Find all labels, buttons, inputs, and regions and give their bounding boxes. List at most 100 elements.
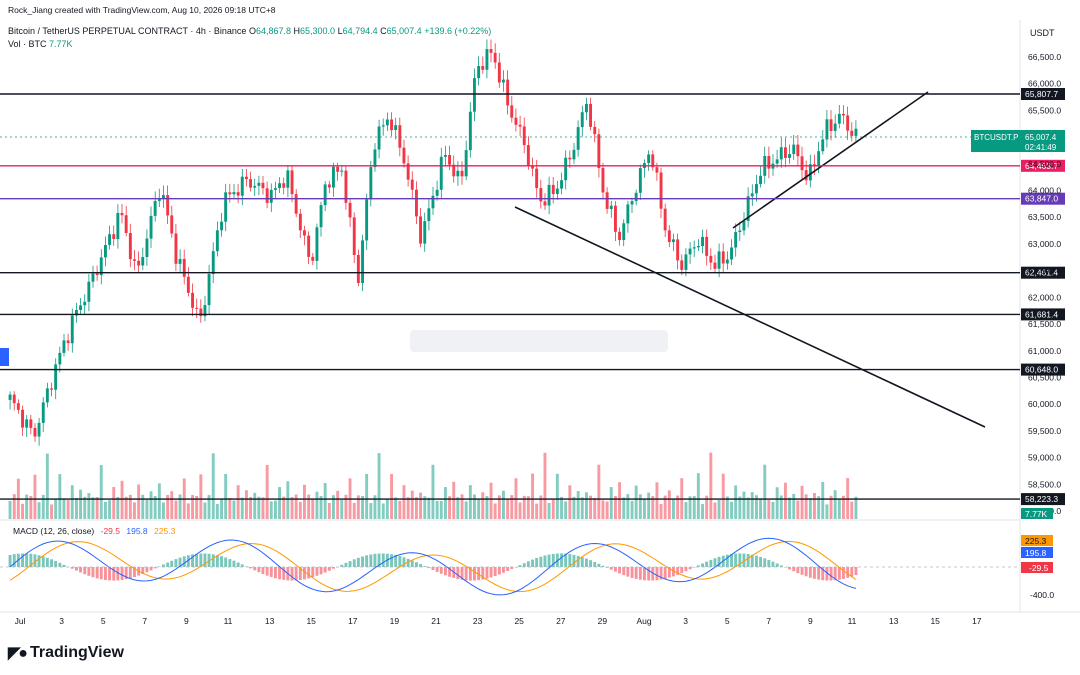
price-axis[interactable]: 66,500.066,000.065,500.065,000.064,500.0… xyxy=(1028,52,1061,516)
volume-bar xyxy=(178,494,182,519)
volume-bar xyxy=(199,474,203,519)
volume-bar xyxy=(319,496,323,519)
volume-bar xyxy=(12,494,16,519)
candle-body xyxy=(87,281,91,302)
candle-body xyxy=(29,419,33,428)
candle-body xyxy=(514,117,518,125)
blurred-watermark xyxy=(410,330,668,352)
macd-histogram-bar xyxy=(253,567,257,571)
macd-histogram-bar xyxy=(265,567,269,576)
ohlc-low: 64,794.4 xyxy=(342,26,378,36)
candle-body xyxy=(829,119,833,131)
volume-bar xyxy=(249,496,252,519)
volume-bar xyxy=(166,495,170,519)
time-axis-tick: 13 xyxy=(889,616,899,626)
macd-histogram-bar xyxy=(502,567,505,573)
volume-bar xyxy=(672,499,675,519)
candle-body xyxy=(178,259,182,264)
macd-histogram-bar xyxy=(332,567,335,569)
candle-body xyxy=(651,154,655,168)
macd-histogram-bar xyxy=(755,555,758,567)
candle-body xyxy=(236,192,240,196)
macd-histogram-bar xyxy=(808,567,812,578)
macd-histogram-bar xyxy=(547,554,551,567)
time-axis-tick: 7 xyxy=(766,616,771,626)
macd-histogram-bar xyxy=(348,561,352,567)
volume-bar xyxy=(676,495,680,519)
volume-bar xyxy=(630,500,634,519)
macd-histogram-bar xyxy=(344,562,348,567)
time-axis-tick: 15 xyxy=(306,616,316,626)
currency-label[interactable]: USDT xyxy=(1030,28,1055,38)
macd-histogram-bar xyxy=(481,567,485,580)
macd-histogram-bar xyxy=(199,553,203,567)
candle-body xyxy=(750,193,754,197)
tradingview-logo[interactable]: ◤● TradingView xyxy=(8,643,124,663)
macd-histogram-bar xyxy=(427,567,431,569)
macd-histogram-bar xyxy=(676,567,680,575)
ascending-trendline[interactable] xyxy=(732,91,929,229)
volume-bar xyxy=(203,502,207,519)
candlestick-series xyxy=(8,39,858,446)
volume-bar xyxy=(701,504,704,519)
volume-bar xyxy=(215,504,219,519)
price-axis-tick: 61,500.0 xyxy=(1028,319,1061,329)
horizontal-level-badge xyxy=(1021,493,1065,506)
candle-body xyxy=(497,62,501,83)
volume-bar xyxy=(788,497,791,519)
volume-bar xyxy=(45,453,49,519)
macd-histogram-bar xyxy=(215,555,219,567)
volume-legend[interactable]: Vol · BTC 7.77K xyxy=(8,39,73,49)
macd-histogram-bar xyxy=(522,563,526,567)
descending-trendline[interactable] xyxy=(514,206,986,428)
candle-body xyxy=(21,409,24,428)
macd-histogram-bar xyxy=(705,561,709,567)
volume-bar xyxy=(497,495,501,519)
candle-body xyxy=(477,66,481,79)
price-axis-tick: 66,500.0 xyxy=(1028,52,1061,62)
macd-histogram-bar xyxy=(589,560,592,567)
candle-body xyxy=(539,188,543,202)
ohlc-open: 64,867.8 xyxy=(255,26,291,36)
candle-body xyxy=(713,262,717,269)
macd-histogram-bar xyxy=(104,567,107,580)
price-axis-tick: 63,000.0 xyxy=(1028,239,1061,249)
candle-body xyxy=(149,215,153,239)
volume-bar xyxy=(79,489,82,519)
candle-body xyxy=(415,189,418,217)
macd-histogram-bar xyxy=(290,567,294,581)
symbol-legend[interactable]: Bitcoin / TetherUS PERPETUAL CONTRACT · … xyxy=(8,26,491,36)
candle-body xyxy=(257,182,261,186)
candle-body xyxy=(224,192,228,222)
candle-body xyxy=(75,310,78,316)
candle-body xyxy=(91,273,95,282)
candle-body xyxy=(124,215,128,233)
candle-body xyxy=(647,154,651,164)
volume-bar xyxy=(149,491,153,519)
macd-histogram-bar xyxy=(303,567,306,580)
macd-axis-badges: 225.3 195.8 -29.5 xyxy=(1021,535,1053,573)
volume-legend-label: Vol · BTC xyxy=(8,39,47,49)
candle-body xyxy=(319,205,323,228)
macd-legend[interactable]: MACD (12, 26, close) -29.5 195.8 225.3 xyxy=(13,526,176,536)
time-axis[interactable]: Jul 3 5 7 9 11 13 15 17 19 21 23 25 27 29 Aug 3 5 7 9 11 13 15… xyxy=(15,616,982,626)
volume-bar xyxy=(518,502,522,519)
macd-histogram-bar xyxy=(792,567,796,572)
candle-body xyxy=(452,164,456,177)
macd-histogram-bar xyxy=(294,567,298,581)
candle-body xyxy=(54,364,58,390)
macd-histogram-bar xyxy=(460,567,464,580)
price-axis-tick: 60,000.0 xyxy=(1028,399,1061,409)
candle-body xyxy=(489,49,493,53)
candle-body xyxy=(203,305,207,317)
time-axis-tick: 5 xyxy=(725,616,730,626)
macd-histogram-bar xyxy=(240,564,244,567)
ohlc-close-label: C xyxy=(380,26,387,36)
volume-bar xyxy=(83,496,87,519)
candle-body xyxy=(676,239,680,261)
candle-body xyxy=(448,155,451,165)
candle-body xyxy=(850,130,854,136)
candle-body xyxy=(842,113,845,116)
time-axis-tick: 17 xyxy=(348,616,358,626)
